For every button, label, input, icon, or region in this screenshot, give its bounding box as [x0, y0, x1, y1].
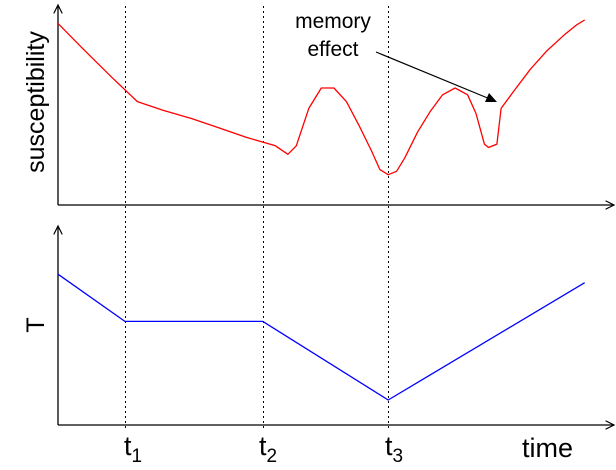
top-y-axis-label: susceptibility [22, 31, 50, 173]
susceptibility-curve [57, 19, 586, 176]
top-x-axis-arrow [605, 200, 616, 210]
annotation-line-1: memory [295, 10, 371, 33]
bottom-y-axis-label: T [22, 317, 50, 332]
tick-label-t3: t3 [385, 431, 403, 467]
tick-label-t2: t2 [259, 431, 277, 467]
x-axis-label: time [522, 433, 573, 463]
temperature-curve [57, 273, 586, 401]
bottom-y-axis-arrow [53, 224, 63, 235]
top-y-axis-arrow [53, 3, 63, 14]
annotation-arrow [375, 51, 491, 100]
time-marker-lines [125, 6, 389, 428]
bottom-x-axis-arrow [605, 420, 616, 430]
annotation-arrowhead [485, 93, 497, 102]
tick-label-t1: t1 [124, 431, 142, 467]
annotation-line-2: effect [308, 38, 359, 61]
